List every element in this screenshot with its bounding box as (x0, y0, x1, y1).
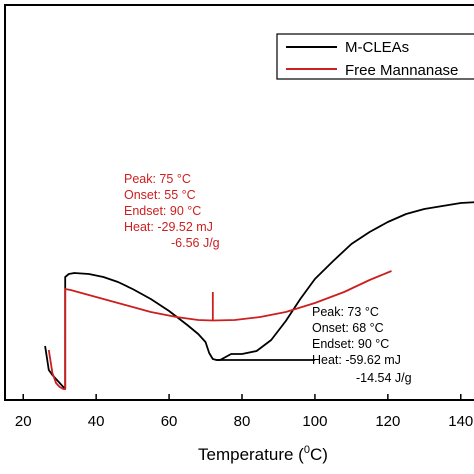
x-axis-title-sup: 0 (304, 444, 310, 456)
series-line-free-mannanase (47, 270, 392, 390)
x-tick-label: 100 (302, 413, 327, 430)
anno-free-heat: Heat: -29.52 mJ (124, 220, 213, 234)
anno-mcleas-heat: Heat: -59.62 mJ (312, 353, 401, 367)
x-tick-label: 80 (234, 413, 251, 430)
legend: M-CLEAs Free Mannanase (276, 33, 474, 80)
annotation-m-cleas: Peak: 73 °C Onset: 68 °C Endset: 90 °C H… (312, 305, 412, 385)
anno-free-peak: Peak: 75 °C (124, 172, 191, 186)
x-axis-title-unit: C) (310, 445, 328, 464)
x-axis-ticks: 20 40 60 80 100 120 140 (15, 394, 473, 430)
anno-mcleas-peak: Peak: 73 °C (312, 305, 379, 319)
anno-mcleas-heat-per-g: -14.54 J/g (356, 371, 412, 385)
x-tick-label: 20 (15, 413, 32, 430)
anno-free-heat-per-g: -6.56 J/g (171, 236, 220, 250)
x-tick-label: 60 (161, 413, 178, 430)
x-axis-title: Temperature (0C) (198, 444, 328, 464)
anno-free-endset: Endset: 90 °C (124, 204, 201, 218)
series-layer (44, 201, 474, 390)
legend-box (276, 33, 474, 80)
x-tick-label: 140 (448, 413, 473, 430)
series-line-m-cleas (44, 201, 474, 390)
legend-label-free-mannanase: Free Mannanase (345, 62, 458, 79)
x-tick-label: 40 (88, 413, 105, 430)
x-tick-label: 120 (375, 413, 400, 430)
anno-mcleas-endset: Endset: 90 °C (312, 337, 389, 351)
annotation-free-mannanase: Peak: 75 °C Onset: 55 °C Endset: 90 °C H… (124, 172, 220, 250)
x-axis-title-main: Temperature ( (198, 445, 304, 464)
anno-free-onset: Onset: 55 °C (124, 188, 196, 202)
anno-mcleas-onset: Onset: 68 °C (312, 321, 384, 335)
legend-label-m-cleas: M-CLEAs (345, 39, 409, 56)
